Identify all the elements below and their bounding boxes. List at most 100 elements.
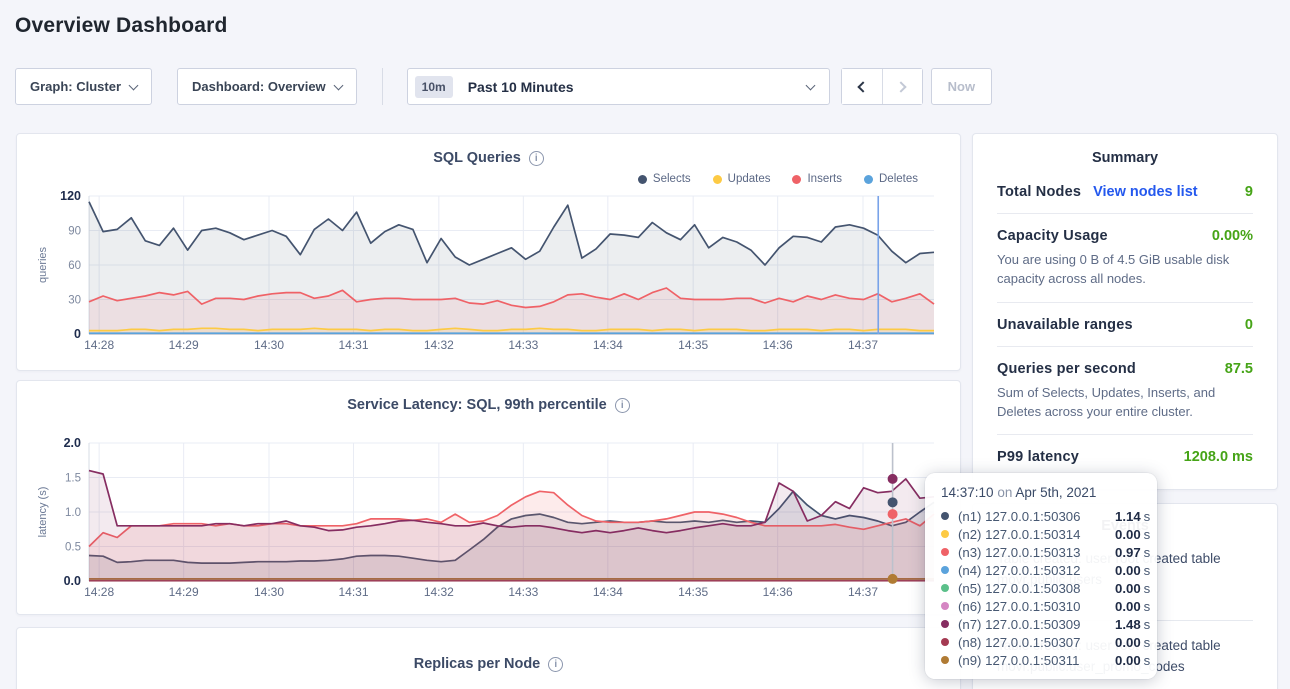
legend-item-inserts[interactable]: Inserts bbox=[792, 172, 842, 186]
chevron-left-icon bbox=[858, 81, 869, 92]
tooltip-node-address: (n2) 127.0.0.1:50314 bbox=[958, 527, 1115, 542]
info-icon[interactable]: i bbox=[548, 657, 563, 672]
info-icon[interactable]: i bbox=[529, 151, 544, 166]
tooltip-node-address: (n3) 127.0.0.1:50313 bbox=[958, 545, 1115, 560]
svg-text:14:34: 14:34 bbox=[593, 585, 623, 599]
tooltip-node-value: 0.97 bbox=[1115, 545, 1141, 560]
time-next-button[interactable] bbox=[882, 69, 922, 104]
tooltip-node-address: (n7) 127.0.0.1:50309 bbox=[958, 617, 1115, 632]
svg-text:14:28: 14:28 bbox=[84, 338, 114, 352]
tooltip-node-address: (n5) 127.0.0.1:50308 bbox=[958, 581, 1115, 596]
replicas-card: Replicas per Node i bbox=[16, 627, 961, 689]
svg-text:14:31: 14:31 bbox=[338, 338, 368, 352]
node-color-dot-icon bbox=[941, 638, 949, 646]
replicas-title: Replicas per Node bbox=[414, 656, 541, 672]
tooltip-row: (n6) 127.0.0.1:503100.00s bbox=[941, 597, 1145, 615]
summary-row-line: Queries per second 87.5 bbox=[997, 361, 1253, 377]
summary-row-label: Total Nodes bbox=[997, 184, 1081, 200]
page-title: Overview Dashboard bbox=[15, 14, 228, 38]
dashboard-dropdown-label: Dashboard: Overview bbox=[192, 79, 326, 94]
graph-dropdown[interactable]: Graph: Cluster bbox=[15, 68, 152, 105]
time-prev-button[interactable] bbox=[842, 69, 882, 104]
tooltip-node-address: (n1) 127.0.0.1:50306 bbox=[958, 509, 1115, 524]
chevron-right-icon bbox=[895, 81, 906, 92]
sql-queries-title: SQL Queries bbox=[433, 150, 521, 166]
svg-text:2.0: 2.0 bbox=[64, 436, 81, 450]
summary-header: Summary bbox=[997, 150, 1253, 166]
tooltip-row: (n8) 127.0.0.1:503070.00s bbox=[941, 633, 1145, 651]
summary-row-value: 9 bbox=[1245, 184, 1253, 200]
service-latency-chart[interactable]: 14:2814:2914:3014:3114:3214:3314:3414:35… bbox=[33, 423, 946, 609]
summary-row-line: P99 latency1208.0 ms bbox=[997, 449, 1253, 465]
overview-dashboard-page: Overview Dashboard Graph: Cluster Dashbo… bbox=[0, 0, 1290, 689]
dashboard-dropdown[interactable]: Dashboard: Overview bbox=[177, 68, 357, 105]
summary-row-note: Sum of Selects, Updates, Inserts, and De… bbox=[997, 384, 1253, 422]
tooltip-row: (n2) 127.0.0.1:503140.00s bbox=[941, 525, 1145, 543]
node-color-dot-icon bbox=[941, 602, 949, 610]
tooltip-node-value: 0.00 bbox=[1115, 635, 1141, 650]
tooltip-row: (n5) 127.0.0.1:503080.00s bbox=[941, 579, 1145, 597]
node-color-dot-icon bbox=[941, 656, 949, 664]
tooltip-node-value: 1.14 bbox=[1115, 509, 1141, 524]
svg-text:1.5: 1.5 bbox=[65, 473, 81, 485]
time-range-badge: 10m bbox=[415, 76, 453, 98]
legend-label: Updates bbox=[728, 173, 771, 185]
time-nav-group bbox=[841, 68, 923, 105]
tooltip-node-unit: s bbox=[1144, 635, 1151, 650]
summary-row: Total Nodes View nodes list 9 bbox=[997, 170, 1253, 214]
time-range-dropdown[interactable]: 10m Past 10 Minutes bbox=[407, 68, 830, 105]
summary-row: Unavailable ranges0 bbox=[997, 303, 1253, 347]
graph-dropdown-label: Graph: Cluster bbox=[30, 79, 121, 94]
time-range-label: Past 10 Minutes bbox=[468, 79, 574, 95]
tooltip-node-unit: s bbox=[1144, 581, 1151, 596]
tooltip-node-unit: s bbox=[1144, 617, 1151, 632]
legend-dot-icon bbox=[864, 175, 873, 184]
summary-row-value: 87.5 bbox=[1225, 361, 1253, 377]
svg-text:14:32: 14:32 bbox=[424, 338, 454, 352]
summary-row-label: Queries per second bbox=[997, 361, 1136, 377]
svg-text:14:36: 14:36 bbox=[763, 585, 793, 599]
tooltip-row: (n9) 127.0.0.1:503110.00s bbox=[941, 651, 1145, 669]
svg-text:1.0: 1.0 bbox=[65, 507, 81, 519]
chevron-down-icon bbox=[129, 80, 139, 90]
info-icon[interactable]: i bbox=[615, 398, 630, 413]
summary-row-note: You are using 0 B of 4.5 GiB usable disk… bbox=[997, 251, 1253, 289]
toolbar-divider bbox=[382, 68, 383, 105]
toolbar: Graph: Cluster Dashboard: Overview 10m P… bbox=[15, 68, 992, 105]
now-button[interactable]: Now bbox=[931, 68, 992, 105]
node-color-dot-icon bbox=[941, 530, 949, 538]
summary-row-value: 1208.0 ms bbox=[1184, 449, 1253, 465]
legend-dot-icon bbox=[638, 175, 647, 184]
tooltip-timestamp: 14:37:10 on Apr 5th, 2021 bbox=[941, 485, 1145, 500]
summary-row-label: Unavailable ranges bbox=[997, 317, 1133, 333]
summary-row-label: Capacity Usage bbox=[997, 228, 1108, 244]
svg-text:14:37: 14:37 bbox=[848, 585, 878, 599]
latency-hover-tooltip: 14:37:10 on Apr 5th, 2021 (n1) 127.0.0.1… bbox=[925, 473, 1157, 679]
tooltip-node-unit: s bbox=[1144, 509, 1151, 524]
svg-text:14:33: 14:33 bbox=[508, 585, 538, 599]
svg-text:120: 120 bbox=[60, 189, 81, 203]
svg-text:14:35: 14:35 bbox=[678, 338, 708, 352]
legend-item-updates[interactable]: Updates bbox=[713, 172, 771, 186]
legend-dot-icon bbox=[792, 175, 801, 184]
legend-item-deletes[interactable]: Deletes bbox=[864, 172, 918, 186]
svg-text:queries: queries bbox=[37, 246, 49, 283]
sql-queries-chart[interactable]: 14:2814:2914:3014:3114:3214:3314:3414:35… bbox=[33, 188, 946, 362]
node-color-dot-icon bbox=[941, 620, 949, 628]
svg-text:0.5: 0.5 bbox=[65, 542, 81, 554]
node-color-dot-icon bbox=[941, 566, 949, 574]
summary-panel: Summary Total Nodes View nodes list 9 Capac… bbox=[972, 133, 1278, 490]
tooltip-node-address: (n9) 127.0.0.1:50311 bbox=[958, 653, 1115, 668]
tooltip-node-unit: s bbox=[1144, 653, 1151, 668]
svg-text:30: 30 bbox=[68, 295, 81, 307]
tooltip-node-unit: s bbox=[1144, 563, 1151, 578]
tooltip-node-address: (n4) 127.0.0.1:50312 bbox=[958, 563, 1115, 578]
legend-item-selects[interactable]: Selects bbox=[638, 172, 691, 186]
legend-dot-icon bbox=[713, 175, 722, 184]
tooltip-row: (n7) 127.0.0.1:503091.48s bbox=[941, 615, 1145, 633]
tooltip-node-address: (n8) 127.0.0.1:50307 bbox=[958, 635, 1115, 650]
view-nodes-list-link[interactable]: View nodes list bbox=[1093, 184, 1198, 200]
tooltip-node-unit: s bbox=[1144, 545, 1151, 560]
summary-row: P99 latency1208.0 ms bbox=[997, 435, 1253, 478]
svg-text:90: 90 bbox=[68, 226, 81, 238]
